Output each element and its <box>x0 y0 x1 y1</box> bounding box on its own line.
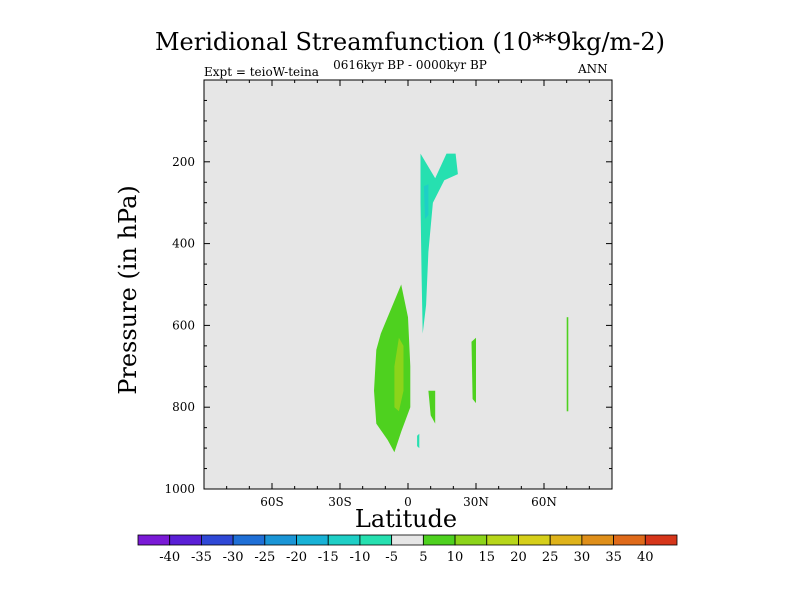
y-tick-label: 400 <box>172 237 195 251</box>
colorbar-label: -30 <box>223 550 244 565</box>
colorbar-label: -20 <box>286 550 307 565</box>
colorbar-box <box>201 534 234 546</box>
colorbar-box <box>454 534 488 546</box>
y-tick-label: 600 <box>172 318 195 332</box>
colorbar-box <box>296 534 329 546</box>
colorbar-box <box>518 534 551 546</box>
colorbar-label: -15 <box>318 550 339 565</box>
colorbar-box <box>391 534 424 546</box>
x-tick-label: 30S <box>328 495 352 509</box>
colorbar-label: 5 <box>419 550 427 565</box>
colorbar-label: 25 <box>542 550 559 565</box>
colorbar-label: 35 <box>605 550 622 565</box>
colorbar-box <box>232 534 266 546</box>
x-axis-label: Latitude <box>354 505 458 533</box>
contour-region-negative-5-small <box>417 433 420 449</box>
season-label: ANN <box>578 62 608 76</box>
colorbar-box <box>613 534 646 546</box>
colorbar-label: 40 <box>637 550 654 565</box>
colorbar-box <box>486 534 519 546</box>
colorbar-box <box>264 534 297 546</box>
colorbar-label: -35 <box>191 550 212 565</box>
colorbar-label: -40 <box>159 550 180 565</box>
colorbar-box <box>327 534 361 546</box>
contour-region-positive-5-main <box>374 284 411 453</box>
colorbar-box <box>549 534 583 546</box>
experiment-label: Expt = teioW-teina <box>204 65 319 79</box>
x-tick-label: 30N <box>463 495 489 509</box>
x-tick-label: 60S <box>260 495 284 509</box>
contour-region-negative-10-core <box>423 184 429 220</box>
x-tick-label: 0 <box>404 495 412 509</box>
contour-region-positive-5-70n <box>566 317 569 412</box>
chart-title: Meridional Streamfunction (10**9kg/m-2) <box>154 28 666 56</box>
contour-region-positive-10-core <box>394 337 404 412</box>
plot-background <box>204 80 612 489</box>
colorbar-box <box>644 534 678 546</box>
contour-region-negative-5-upper <box>420 153 458 334</box>
colorbar-label: 30 <box>574 550 591 565</box>
colorbar-label: 10 <box>447 550 464 565</box>
x-tick-label: 60N <box>531 495 557 509</box>
colorbar-label: 20 <box>510 550 527 565</box>
contour-region-positive-5-30n <box>471 337 476 404</box>
colorbar-label: -10 <box>349 550 370 565</box>
colorbar-box <box>137 534 171 546</box>
y-tick-label: 800 <box>172 400 195 414</box>
colorbar-label: 15 <box>478 550 495 565</box>
colorbar-box <box>359 534 393 546</box>
contour-region-positive-5-small <box>428 390 436 424</box>
chart-subtitle: 0616kyr BP - 0000kyr BP <box>333 58 487 72</box>
colorbar-box <box>422 534 456 546</box>
y-tick-label: 200 <box>172 155 195 169</box>
colorbar-label: -25 <box>254 550 275 565</box>
colorbar-label: -5 <box>385 550 398 565</box>
colorbar-box <box>169 534 202 546</box>
colorbar-box <box>581 534 614 546</box>
y-tick-label: 1000 <box>164 482 195 496</box>
